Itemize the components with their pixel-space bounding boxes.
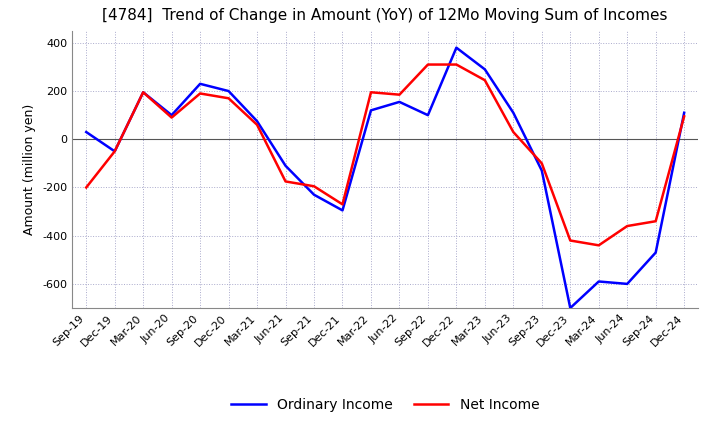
- Title: [4784]  Trend of Change in Amount (YoY) of 12Mo Moving Sum of Incomes: [4784] Trend of Change in Amount (YoY) o…: [102, 7, 668, 23]
- Ordinary Income: [338, 208, 347, 213]
- Ordinary Income: [423, 113, 432, 118]
- Net Income: [139, 90, 148, 95]
- Ordinary Income: [139, 90, 148, 95]
- Line: Net Income: Net Income: [86, 65, 684, 246]
- Net Income: [480, 77, 489, 83]
- Net Income: [82, 185, 91, 190]
- Ordinary Income: [680, 110, 688, 115]
- Ordinary Income: [595, 279, 603, 284]
- Ordinary Income: [623, 281, 631, 286]
- Ordinary Income: [110, 149, 119, 154]
- Net Income: [452, 62, 461, 67]
- Net Income: [196, 91, 204, 96]
- Net Income: [595, 243, 603, 248]
- Net Income: [395, 92, 404, 97]
- Net Income: [225, 95, 233, 101]
- Ordinary Income: [652, 250, 660, 255]
- Net Income: [566, 238, 575, 243]
- Net Income: [509, 129, 518, 135]
- Ordinary Income: [452, 45, 461, 50]
- Legend: Ordinary Income, Net Income: Ordinary Income, Net Income: [225, 392, 545, 418]
- Ordinary Income: [225, 88, 233, 94]
- Net Income: [366, 90, 375, 95]
- Ordinary Income: [566, 305, 575, 311]
- Ordinary Income: [167, 113, 176, 118]
- Net Income: [338, 202, 347, 207]
- Net Income: [623, 224, 631, 229]
- Net Income: [423, 62, 432, 67]
- Net Income: [110, 149, 119, 154]
- Line: Ordinary Income: Ordinary Income: [86, 48, 684, 308]
- Ordinary Income: [310, 192, 318, 198]
- Ordinary Income: [253, 118, 261, 124]
- Net Income: [310, 183, 318, 189]
- Ordinary Income: [537, 168, 546, 173]
- Ordinary Income: [480, 67, 489, 72]
- Net Income: [167, 115, 176, 120]
- Ordinary Income: [395, 99, 404, 105]
- Ordinary Income: [282, 163, 290, 169]
- Net Income: [652, 219, 660, 224]
- Ordinary Income: [82, 129, 91, 135]
- Ordinary Income: [366, 108, 375, 113]
- Net Income: [253, 122, 261, 128]
- Net Income: [680, 114, 688, 119]
- Y-axis label: Amount (million yen): Amount (million yen): [24, 104, 37, 235]
- Net Income: [282, 179, 290, 184]
- Ordinary Income: [196, 81, 204, 87]
- Net Income: [537, 161, 546, 166]
- Ordinary Income: [509, 110, 518, 115]
